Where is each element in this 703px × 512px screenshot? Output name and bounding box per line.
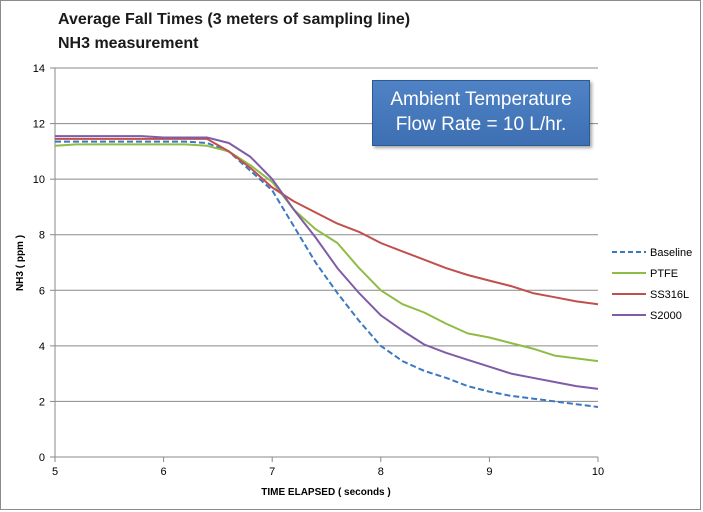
x-tick-label: 5 bbox=[52, 466, 58, 478]
tick-labels: 0 2 4 6 8 10 12 14 5 6 7 8 9 10 bbox=[33, 63, 604, 478]
y-tick-label: 4 bbox=[39, 341, 45, 353]
series-line-baseline bbox=[55, 140, 599, 408]
y-tick-label: 6 bbox=[39, 285, 45, 297]
y-tick-label: 10 bbox=[33, 174, 45, 186]
legend-label-ss316l: SS316L bbox=[650, 289, 689, 301]
y-tick-label: 14 bbox=[33, 63, 45, 75]
x-tick-label: 9 bbox=[486, 466, 492, 478]
annotation-line-1: Ambient Temperature bbox=[390, 89, 572, 110]
axes bbox=[50, 67, 599, 462]
legend-label-s2000: S2000 bbox=[650, 310, 682, 322]
x-axis-label: TIME ELAPSED ( seconds ) bbox=[261, 487, 390, 498]
y-tick-label: 2 bbox=[39, 396, 45, 408]
x-tick-label: 8 bbox=[378, 466, 384, 478]
series-line-s2000 bbox=[55, 135, 599, 390]
x-tick-label: 10 bbox=[592, 466, 604, 478]
y-axis-label: NH3 ( ppm ) bbox=[15, 235, 26, 291]
y-tick-label: 12 bbox=[33, 119, 45, 131]
legend: Baseline PTFE SS316L S2000 bbox=[612, 247, 692, 322]
chart-title: Average Fall Times (3 meters of sampling… bbox=[58, 11, 411, 28]
legend-label-ptfe: PTFE bbox=[650, 268, 678, 280]
annotation-box: Ambient Temperature Flow Rate = 10 L/hr. bbox=[372, 80, 590, 146]
series-line-ss316l bbox=[55, 137, 599, 306]
chart-subtitle: NH3 measurement bbox=[58, 35, 199, 52]
series-lines bbox=[54, 135, 599, 408]
y-tick-label: 8 bbox=[39, 230, 45, 242]
annotation-line-2: Flow Rate = 10 L/hr. bbox=[395, 114, 567, 135]
y-tick-label: 0 bbox=[39, 452, 45, 464]
gridlines bbox=[55, 67, 598, 402]
x-tick-label: 7 bbox=[269, 466, 275, 478]
legend-label-baseline: Baseline bbox=[650, 247, 692, 259]
series-line-ptfe bbox=[54, 143, 599, 363]
x-tick-label: 6 bbox=[161, 466, 167, 478]
